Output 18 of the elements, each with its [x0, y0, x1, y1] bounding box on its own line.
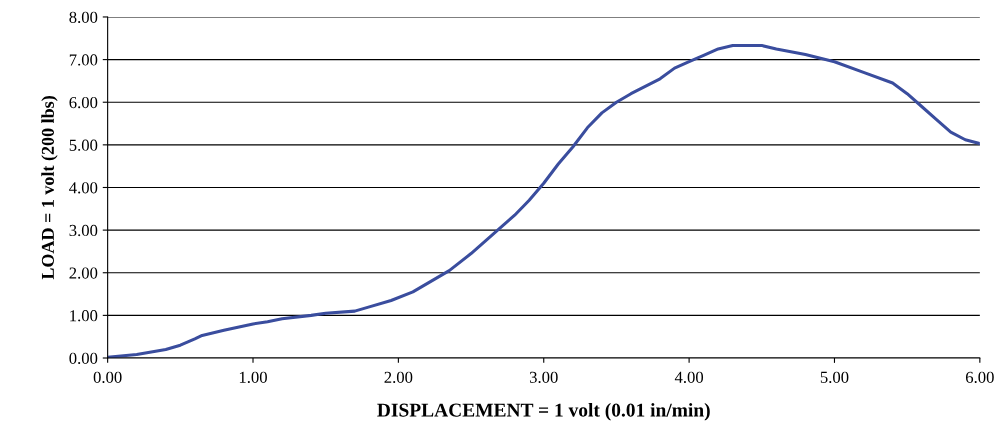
x-tick-label: 3.00: [529, 371, 558, 383]
y-tick-label: 0.00: [69, 352, 98, 365]
y-tick-label: 4.00: [69, 182, 98, 194]
x-axis-title: DISPLACEMENT = 1 volt (0.01 in/min): [377, 402, 710, 421]
x-tick-label: 5.00: [820, 371, 849, 383]
y-axis-title: LOAD = 1 volt (200 lbs): [41, 96, 58, 280]
y-tick-label: 7.00: [69, 54, 98, 66]
x-tick-label: 0.00: [93, 371, 122, 383]
y-tick-label: 5.00: [69, 139, 98, 151]
y-tick-label: 8.00: [69, 11, 98, 23]
x-tick-label: 1.00: [239, 371, 267, 383]
y-tick-label: 6.00: [69, 96, 98, 109]
y-tick-label: 3.00: [69, 224, 98, 237]
y-tick-label: 1.00: [70, 310, 98, 322]
y-tick-label: 2.00: [69, 267, 98, 279]
x-tick-label: 4.00: [674, 371, 704, 383]
x-tick-label: 2.00: [384, 371, 413, 383]
x-tick-label: 6.00: [965, 371, 994, 383]
